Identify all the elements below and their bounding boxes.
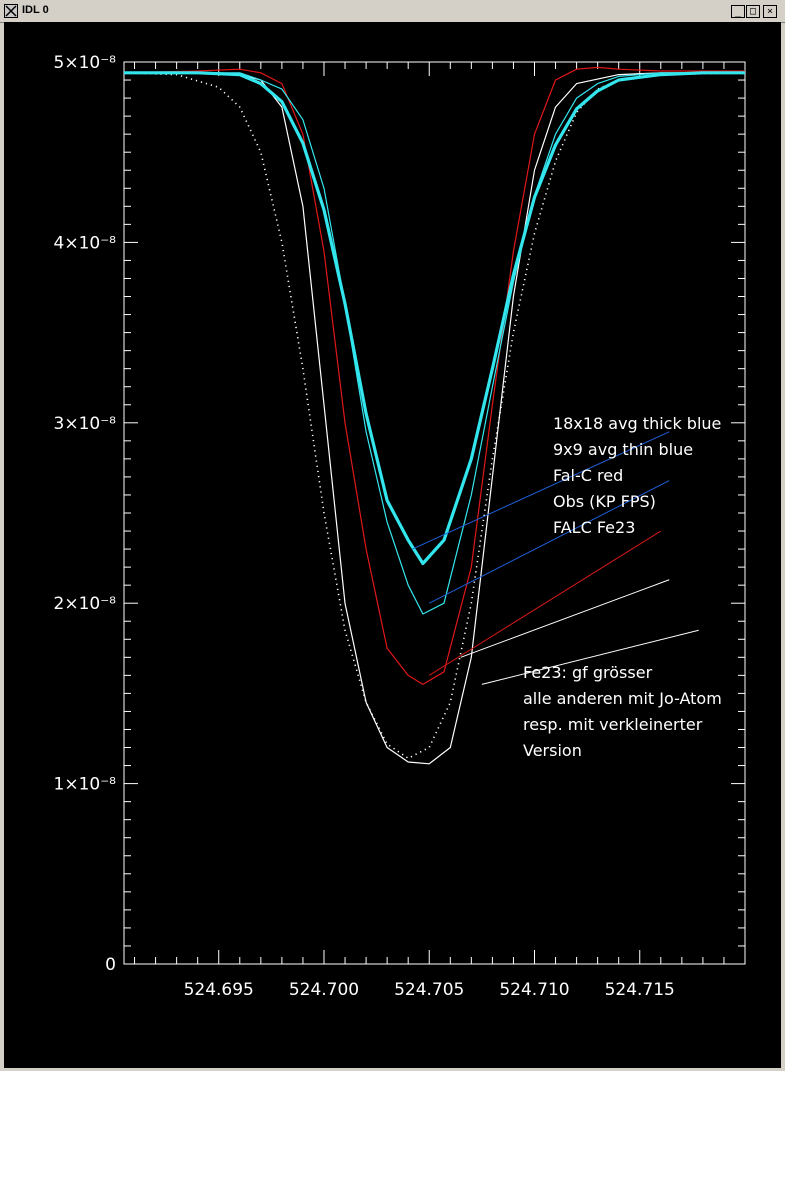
idl-window: IDL 0 _ □ × 0 1×10⁻⁸ 2×10⁻⁸ 3×10⁻⁸ 4×10⁻⁸ 5×1… xyxy=(0,0,785,1071)
note-line: resp. mit verkleinerter xyxy=(523,715,703,734)
title-bar[interactable]: IDL 0 _ □ × xyxy=(0,0,785,23)
window-title: IDL 0 xyxy=(22,4,49,16)
note-line: alle anderen mit Jo-Atom xyxy=(523,689,722,708)
legend-entry: 18x18 avg thick blue xyxy=(553,414,721,433)
note-line: Version xyxy=(523,741,582,760)
idl-app-icon xyxy=(4,4,18,18)
maximize-button[interactable]: □ xyxy=(746,5,760,18)
legend-pointer-line xyxy=(428,530,662,676)
note-line: Fe23: gf grösser xyxy=(523,663,653,682)
x-tick-label: 524.705 xyxy=(394,980,464,1000)
x-tick-label: 524.715 xyxy=(605,980,675,1000)
y-tick-label: 4×10⁻⁸ xyxy=(54,233,117,253)
legend-pointer-line xyxy=(460,579,670,658)
series-line-18x18-avg-thick-blue xyxy=(124,71,745,566)
plot-canvas: 0 1×10⁻⁸ 2×10⁻⁸ 3×10⁻⁸ 4×10⁻⁸ 5×10⁻⁸ 524.695 52… xyxy=(4,22,781,1068)
y-tick-label: 0 xyxy=(105,955,116,975)
y-tick-label: 3×10⁻⁸ xyxy=(54,414,117,434)
legend-entry: 9x9 avg thin blue xyxy=(553,440,693,459)
line-chart: 0 1×10⁻⁸ 2×10⁻⁸ 3×10⁻⁸ 4×10⁻⁸ 5×10⁻⁸ 524.695 52… xyxy=(54,53,746,1000)
x-tick-label: 524.710 xyxy=(499,980,569,1000)
minimize-button[interactable]: _ xyxy=(731,5,745,18)
close-button[interactable]: × xyxy=(763,5,777,18)
x-tick-label: 524.700 xyxy=(289,980,359,1000)
legend-entry: Fal-C red xyxy=(553,466,623,485)
y-tick-label: 2×10⁻⁸ xyxy=(54,594,117,614)
legend-pointer-line xyxy=(481,629,699,685)
plot-frame xyxy=(123,61,746,965)
y-tick-label: 5×10⁻⁸ xyxy=(54,53,117,73)
series-line-obs-kp-fps xyxy=(123,72,746,760)
y-tick-label: 1×10⁻⁸ xyxy=(54,775,117,795)
series-line-fal-c-red xyxy=(123,66,745,686)
legend-entry: FALC Fe23 xyxy=(553,518,635,537)
legend-pointer-line xyxy=(412,431,670,550)
x-tick-label: 524.695 xyxy=(184,980,254,1000)
series-line-9x9-avg-thin-blue xyxy=(124,72,745,615)
legend-pointer-line xyxy=(429,480,670,604)
legend-entry: Obs (KP FPS) xyxy=(553,492,656,511)
